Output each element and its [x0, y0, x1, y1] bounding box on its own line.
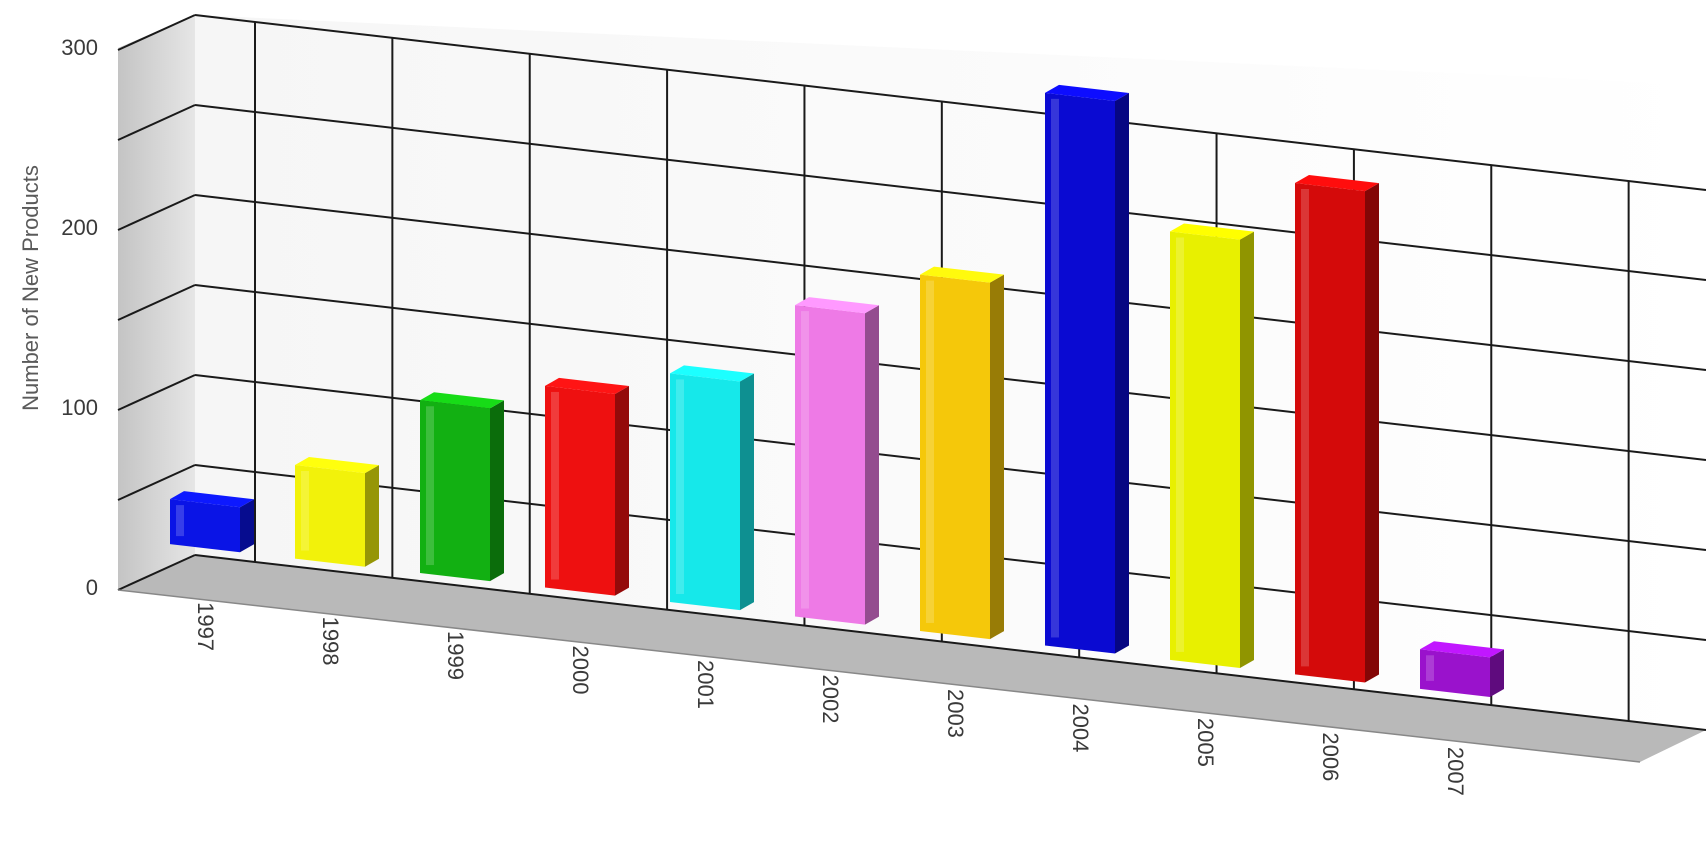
bar-highlight [1301, 188, 1309, 667]
bar-front [295, 464, 365, 567]
x-tick-label: 2001 [693, 660, 718, 709]
bar-front [545, 385, 615, 596]
bar-top [1045, 84, 1129, 101]
bar-front [1045, 92, 1115, 654]
bar-2007 [1420, 641, 1504, 697]
bar-front [920, 274, 990, 640]
bar-side [365, 465, 379, 567]
x-axis-labels: 1997 1998 1999 2000 2001 2002 2003 2004 2005 2006… [193, 602, 1468, 796]
bar-side [740, 373, 754, 611]
bar-highlight [1426, 655, 1434, 681]
x-tick-label: 2006 [1318, 732, 1343, 781]
y-axis-title: Number of New Products [18, 165, 43, 411]
y-tick-label: 100 [61, 395, 98, 420]
grid-line [117, 104, 196, 141]
bar-front [420, 400, 490, 582]
bar-top [920, 266, 1004, 283]
floor-edge [117, 589, 1641, 763]
bar-top [545, 377, 629, 395]
bar-highlight [551, 391, 559, 580]
grid-line [117, 554, 196, 591]
bar-side [1115, 92, 1129, 654]
bar-1998 [295, 456, 379, 567]
y-tick-label: 0 [86, 575, 98, 600]
bar-side [1240, 231, 1254, 669]
grid-line [117, 464, 196, 501]
x-tick-label: 1997 [193, 602, 218, 651]
bar-front [1295, 182, 1365, 683]
bar-1999 [420, 392, 504, 582]
x-tick-label: 2004 [1068, 703, 1093, 752]
grid-line [117, 14, 196, 51]
bar-front [1170, 231, 1240, 669]
grid-line [194, 554, 1706, 731]
bars [170, 84, 1504, 697]
grid-line [117, 374, 196, 411]
x-tick-label: 2002 [818, 674, 843, 723]
bar-2005 [1170, 223, 1254, 669]
bar-side [990, 274, 1004, 640]
y-tick-label: 300 [61, 35, 98, 60]
bar-highlight [1051, 98, 1059, 638]
bar-top [795, 297, 879, 314]
bar-top [1420, 641, 1504, 658]
bar-front [1420, 649, 1490, 697]
bar-top [670, 365, 754, 382]
bar-top [420, 392, 504, 409]
bar-side [1365, 183, 1379, 683]
bar-top [1170, 223, 1254, 240]
x-tick-label: 2005 [1193, 718, 1218, 767]
bar-highlight [676, 379, 684, 595]
bar-front [670, 373, 740, 611]
x-tick-label: 2007 [1443, 747, 1468, 796]
bar-front [170, 499, 240, 553]
floor [118, 555, 1706, 762]
bar-2003 [920, 266, 1004, 640]
bar-side [490, 400, 504, 582]
y-axis-ticks: 0 100 200 300 [61, 35, 98, 600]
grid-line [117, 194, 196, 231]
bar-highlight [301, 470, 309, 551]
bar-top [1295, 174, 1379, 192]
bar-2006 [1295, 174, 1379, 683]
bar-highlight [426, 406, 434, 566]
bar-highlight [801, 311, 809, 609]
bar-highlight [176, 505, 184, 537]
bar-2000 [545, 377, 629, 596]
grid-line [117, 284, 196, 321]
bar-highlight [926, 280, 934, 623]
bar-top [295, 456, 379, 474]
grid-line [194, 104, 1706, 281]
x-tick-label: 2000 [568, 646, 593, 695]
bar-side [865, 305, 879, 625]
bar-2002 [795, 297, 879, 625]
bar-side [240, 499, 254, 553]
bar-1997 [170, 491, 254, 553]
bar-side [615, 386, 629, 596]
grid-line [194, 14, 1706, 191]
bar-2004 [1045, 84, 1129, 654]
bar-highlight [1176, 237, 1184, 652]
bar-top [170, 491, 254, 508]
bar-side [1490, 649, 1504, 697]
bar-2001 [670, 365, 754, 611]
x-tick-label: 1998 [318, 617, 343, 666]
y-tick-label: 200 [61, 215, 98, 240]
x-tick-label: 1999 [443, 631, 468, 680]
bar-front [795, 305, 865, 625]
x-tick-label: 2003 [943, 689, 968, 738]
